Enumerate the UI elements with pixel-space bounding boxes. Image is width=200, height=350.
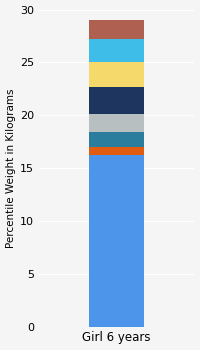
- Y-axis label: Percentile Weight in Kilograms: Percentile Weight in Kilograms: [6, 88, 16, 248]
- Bar: [89, 147, 144, 155]
- Bar: [89, 62, 144, 87]
- Bar: [89, 87, 144, 114]
- Bar: [89, 20, 144, 38]
- Bar: [89, 114, 144, 132]
- Bar: [89, 132, 144, 147]
- Bar: [89, 155, 144, 327]
- Bar: [89, 38, 144, 62]
